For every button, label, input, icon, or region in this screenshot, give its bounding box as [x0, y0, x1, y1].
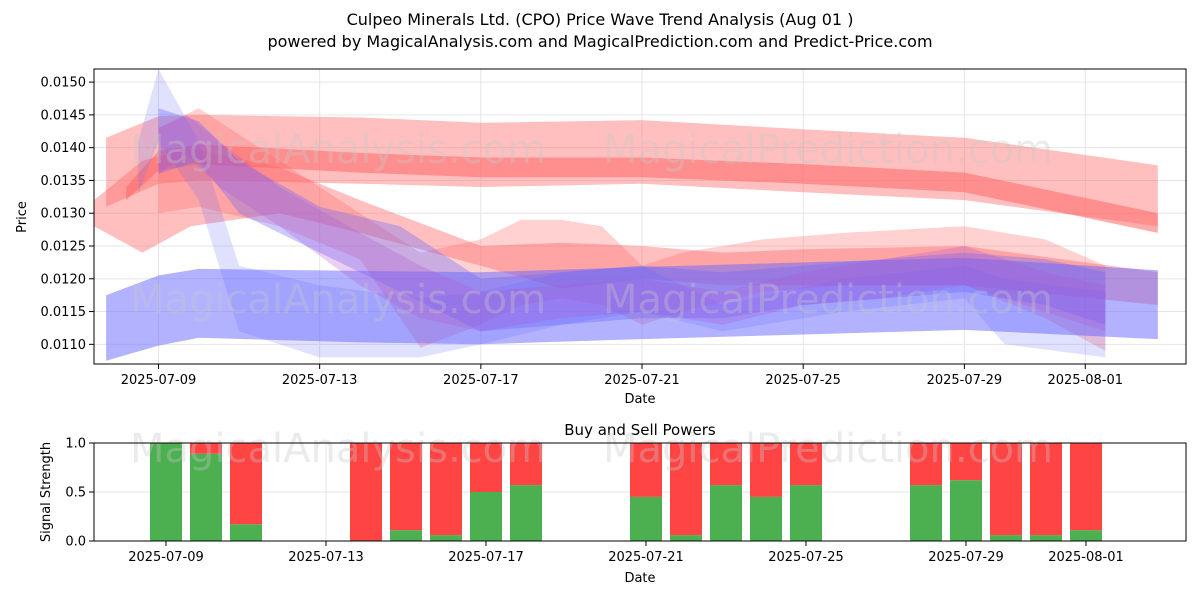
sell-bar-2025-07-31	[1030, 443, 1062, 536]
top-x-tick-label: 2025-07-25	[765, 373, 841, 388]
top-x-tick-label: 2025-07-13	[282, 373, 358, 388]
bottom-x-tick-label: 2025-07-09	[128, 550, 204, 565]
buy-bar-2025-07-28	[910, 485, 942, 541]
buy-bar-2025-07-10	[190, 453, 222, 541]
watermark-prediction-top-2: MagicalPrediction.com	[603, 277, 1053, 323]
bottom-y-tick-label: 1.0	[65, 437, 86, 452]
bottom-x-tick-label: 2025-07-29	[928, 550, 1004, 565]
bottom-x-tick-label: 2025-07-21	[608, 550, 684, 565]
watermark-analysis-top-1: MagicalAnalysis.com	[130, 127, 546, 173]
sell-bar-2025-07-22	[670, 443, 702, 536]
buy-sell-title: Buy and Sell Powers	[564, 421, 716, 439]
buy-bar-2025-07-31	[1030, 535, 1062, 541]
bottom-y-tick-label: 0.5	[65, 486, 86, 501]
bottom-x-tick-label: 2025-07-13	[288, 550, 364, 565]
wave-band-blue-lower-wide	[106, 257, 1158, 361]
wave-band-blue-mid-wave	[158, 108, 1106, 332]
top-y-axis: 0.0110 0.0115 0.0120 0.0125 0.0130 0.0135 0.01…	[41, 76, 94, 353]
sell-bar-2025-07-23	[710, 443, 742, 486]
top-y-axis-label: Price	[15, 201, 30, 233]
chart-title: Culpeo Minerals Ltd. (CPO) Price Wave Tr…	[346, 10, 854, 29]
bottom-x-tick-label: 2025-07-17	[448, 550, 524, 565]
buy-sell-chart: Buy and Sell Powers MagicalAnalysis.com …	[39, 421, 1187, 586]
top-plot-frame	[93, 68, 1187, 365]
buy-bar-2025-07-11	[230, 524, 262, 541]
bottom-x-axis: 2025-07-09 2025-07-13 2025-07-17 2025-07-21…	[128, 541, 1124, 565]
sell-bar-2025-07-21	[630, 443, 662, 497]
sell-bar-2025-07-30	[990, 443, 1022, 536]
buy-bar-2025-07-30	[990, 535, 1022, 541]
bottom-y-tick-label: 0.0	[65, 535, 86, 550]
top-y-tick-label: 0.0130	[41, 207, 87, 222]
sell-bar-2025-07-15	[390, 443, 422, 531]
top-x-tick-label: 2025-08-01	[1047, 373, 1123, 388]
sell-bar-2025-07-14	[350, 443, 382, 541]
top-y-tick-label: 0.0135	[41, 174, 87, 189]
wave-band-red-trend-line	[126, 144, 1158, 233]
buy-bar-2025-08-01	[1070, 530, 1102, 541]
wave-bands	[94, 69, 1158, 361]
top-x-tick-label: 2025-07-17	[443, 373, 519, 388]
watermark-analysis-bottom: MagicalAnalysis.com	[130, 426, 546, 472]
buy-bar-2025-07-16	[430, 535, 462, 541]
sell-bar-2025-07-16	[430, 443, 462, 536]
top-x-axis: 2025-07-09 2025-07-13 2025-07-17 2025-07-21…	[121, 364, 1123, 388]
bottom-y-axis-label: Signal Strength	[39, 442, 54, 542]
sell-bar-2025-07-18	[510, 443, 542, 486]
buy-bar-2025-07-29	[950, 480, 982, 541]
sell-bar-2025-07-29	[950, 443, 982, 481]
chart-subtitle: powered by MagicalAnalysis.com and Magic…	[267, 32, 933, 51]
buy-bar-2025-07-15	[390, 530, 422, 541]
top-y-tick-label: 0.0145	[41, 108, 87, 123]
sell-bar-2025-07-17	[470, 443, 502, 492]
bottom-x-axis-label: Date	[624, 571, 655, 586]
top-x-tick-label: 2025-07-09	[121, 373, 197, 388]
buy-bar-2025-07-24	[750, 496, 782, 541]
top-y-tick-label: 0.0150	[41, 76, 87, 91]
top-x-tick-label: 2025-07-29	[927, 373, 1003, 388]
sell-bar-2025-07-11	[230, 443, 262, 525]
bottom-x-tick-label: 2025-07-25	[768, 550, 844, 565]
top-y-tick-label: 0.0115	[41, 305, 87, 320]
price-wave-chart: MagicalAnalysis.com MagicalPrediction.co…	[15, 68, 1187, 407]
buy-sell-bars	[150, 443, 1102, 541]
buy-bar-2025-07-09	[150, 443, 182, 541]
top-y-tick-label: 0.0120	[41, 272, 87, 287]
buy-bar-2025-07-25	[790, 485, 822, 541]
top-x-axis-label: Date	[624, 392, 655, 407]
buy-bar-2025-07-22	[670, 535, 702, 541]
wave-band-purple-wave	[158, 114, 1106, 332]
sell-bar-2025-08-01	[1070, 443, 1102, 531]
top-y-tick-label: 0.0140	[41, 141, 87, 156]
buy-bar-2025-07-17	[470, 492, 502, 541]
watermark-analysis-top-2: MagicalAnalysis.com	[130, 277, 546, 323]
sell-bar-2025-07-24	[750, 443, 782, 497]
buy-bar-2025-07-18	[510, 485, 542, 541]
watermark-prediction-top-1: MagicalPrediction.com	[603, 127, 1053, 173]
top-y-tick-label: 0.0110	[41, 338, 87, 353]
watermark-prediction-bottom: MagicalPrediction.com	[603, 426, 1053, 472]
bottom-y-axis: 0.0 0.5 1.0	[65, 437, 94, 550]
sell-bar-2025-07-10	[190, 443, 222, 454]
top-x-tick-label: 2025-07-21	[604, 373, 680, 388]
sell-bar-2025-07-28	[910, 443, 942, 486]
buy-bar-2025-07-23	[710, 485, 742, 541]
sell-bar-2025-07-25	[790, 443, 822, 486]
bottom-x-tick-label: 2025-08-01	[1048, 550, 1124, 565]
buy-bar-2025-07-21	[630, 496, 662, 541]
wave-band-blue-spike	[138, 69, 1106, 358]
top-y-tick-label: 0.0125	[41, 240, 87, 255]
